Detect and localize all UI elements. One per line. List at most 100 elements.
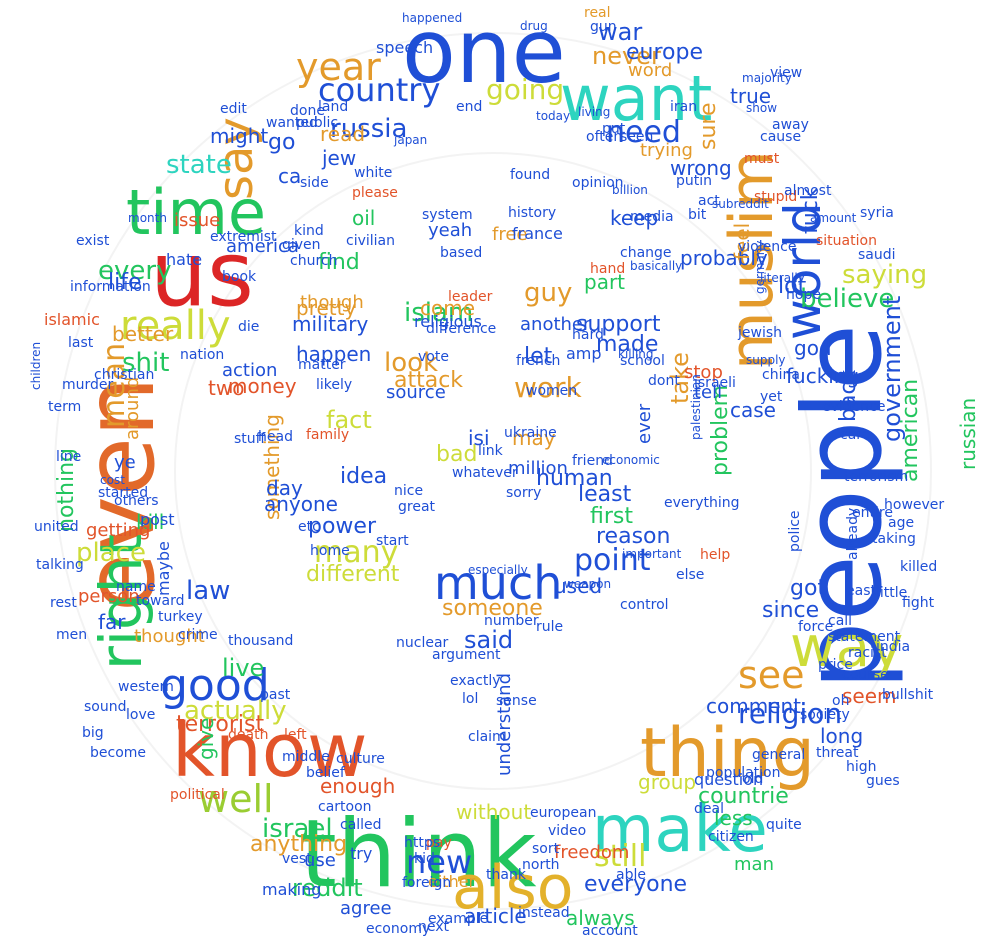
word-used: used (554, 574, 603, 598)
word-exist: exist (76, 233, 110, 249)
word-cartoon: cartoon (318, 799, 372, 815)
word-france: france (512, 224, 563, 243)
word-actually: actually (184, 696, 287, 726)
word-become: become (90, 745, 147, 761)
word-love: love (126, 707, 156, 723)
word-east: east (846, 583, 876, 599)
word-opinion: opinion (572, 175, 624, 191)
word-source: source (386, 382, 446, 403)
word-hope: hope (786, 287, 821, 303)
word-war: war (598, 18, 643, 46)
word-likely: likely (316, 377, 353, 393)
word-price: price (818, 657, 853, 673)
word-said: said (464, 626, 514, 654)
word-term: term (48, 399, 82, 415)
word-school: school (620, 353, 665, 369)
word-vest: vest (282, 851, 312, 867)
word-power: power (308, 514, 376, 539)
word-either: either (428, 872, 476, 891)
word-hard: hard (572, 327, 604, 343)
word-though: though (300, 292, 364, 313)
word-isi: isi (468, 426, 490, 450)
word-happen: happen (296, 342, 372, 366)
word-die: die (238, 319, 260, 335)
word-weapon: weapon (564, 577, 612, 591)
word-billion: billion (612, 183, 648, 197)
word-article: article (464, 904, 527, 928)
word-culture: culture (336, 751, 385, 767)
word-difference: difference (426, 321, 497, 337)
word-number: number (484, 613, 539, 629)
word-around: around (122, 376, 143, 440)
word-entire: entire (852, 505, 893, 521)
word-murder: murder (62, 377, 114, 393)
word-high: high (846, 759, 877, 775)
word-etc: etc (298, 519, 320, 535)
word-thought: thought (134, 626, 205, 647)
word-age: age (888, 515, 915, 531)
word-drug: drug (520, 19, 548, 33)
word-support: support (576, 312, 661, 337)
word-everyone: everyone (584, 872, 688, 897)
word-israel: israel (262, 814, 333, 844)
word-sense: sense (496, 693, 537, 709)
word-keep: keep (610, 206, 659, 230)
word-israeli: israeli (694, 375, 736, 391)
word-saudi: saudi (858, 247, 896, 263)
word-day: day (266, 476, 303, 500)
word-amp: amp (566, 344, 602, 363)
word-act: act (698, 193, 720, 209)
word-tell: tell (694, 382, 723, 403)
word-man: man (734, 854, 774, 875)
word-oh: oh (832, 693, 850, 709)
word-friend: friend (572, 453, 613, 469)
word-terrorist: terrorist (176, 712, 265, 737)
word-wrong: wrong (670, 156, 732, 180)
word-saying: saying (842, 260, 928, 290)
word-fact: fact (326, 406, 372, 434)
word-especially: especially (468, 563, 528, 577)
word-belief: belief (306, 765, 345, 781)
word-history: history (508, 205, 557, 221)
word-economy: economy (366, 921, 431, 937)
word-india: india (876, 639, 911, 655)
word-deal: deal (694, 801, 724, 817)
word-believe: believe (800, 284, 895, 314)
word-freedom: freedom (554, 842, 630, 863)
word-point: point (574, 543, 651, 578)
word-yet: yet (760, 389, 783, 405)
word-economic: economic (602, 453, 660, 467)
word-word: word (628, 60, 673, 81)
word-agree: agree (340, 898, 392, 919)
word-religion: religion (738, 697, 843, 730)
word-called: called (340, 817, 382, 833)
word-happened: happened (402, 11, 463, 25)
word-often: often (586, 129, 623, 145)
word-probably: probably (680, 246, 768, 270)
word-go: go (268, 130, 296, 155)
word-public: public (296, 115, 339, 131)
word-make: make (592, 793, 768, 867)
word-literally: literally (760, 271, 805, 285)
word-matter: matter (298, 357, 346, 373)
word-link: link (478, 443, 503, 459)
word-time: time (126, 176, 267, 249)
word-whatever: whatever (452, 465, 518, 481)
word-oil: oil (352, 206, 376, 230)
word-ever: ever (634, 403, 655, 444)
word-sure: sure (696, 102, 721, 150)
word-china: china (762, 367, 800, 383)
word-men: men (56, 627, 88, 643)
word-way: way (790, 615, 904, 680)
word-done: done (290, 103, 325, 119)
word-foreign: foreign (402, 875, 452, 891)
word-japan: japan (394, 133, 428, 147)
word-old: old (742, 771, 764, 787)
word-person: person (78, 586, 140, 607)
word-else: else (676, 567, 705, 583)
word-care: care (840, 427, 871, 443)
word-russian: russian (956, 397, 980, 470)
word-kind: kind (294, 223, 324, 239)
word-population: population (706, 765, 781, 781)
